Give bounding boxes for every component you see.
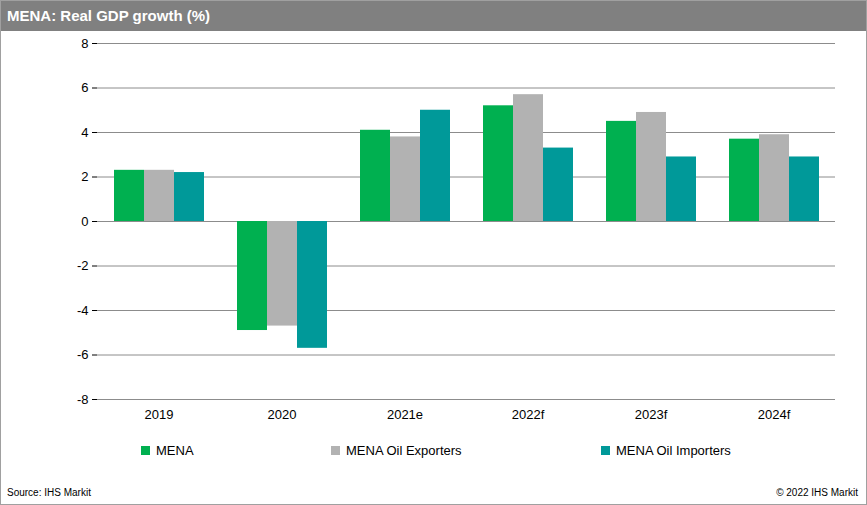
svg-text:-6: -6 [77, 347, 89, 362]
html-text:Source: IHS Markit: Source: IHS Markit [7, 487, 91, 498]
svg-text:2024f: 2024f [758, 407, 791, 422]
svg-text:2: 2 [81, 169, 88, 184]
svg-text:8: 8 [81, 36, 88, 51]
html-text:MENA: Real GDP growth (%): MENA: Real GDP growth (%) [7, 7, 211, 24]
svg-text:0: 0 [81, 214, 88, 229]
svg-text:2022f: 2022f [512, 407, 545, 422]
svg-text:4: 4 [81, 125, 88, 140]
svg-text:-8: -8 [77, 392, 89, 407]
svg-text:2020: 2020 [268, 407, 297, 422]
html-text:MENA Oil Exporters: MENA Oil Exporters [346, 443, 462, 458]
svg-text:-4: -4 [77, 303, 89, 318]
svg-text:2021e: 2021e [387, 407, 423, 422]
html-text:MENA Oil Importers: MENA Oil Importers [616, 443, 731, 458]
svg-text:2023f: 2023f [635, 407, 668, 422]
html-text:© 2022 IHS Markit: © 2022 IHS Markit [776, 487, 858, 498]
svg-text:2019: 2019 [145, 407, 174, 422]
html-text:MENA: MENA [156, 443, 194, 458]
svg-text:-2: -2 [77, 258, 89, 273]
svg-text:6: 6 [81, 80, 88, 95]
